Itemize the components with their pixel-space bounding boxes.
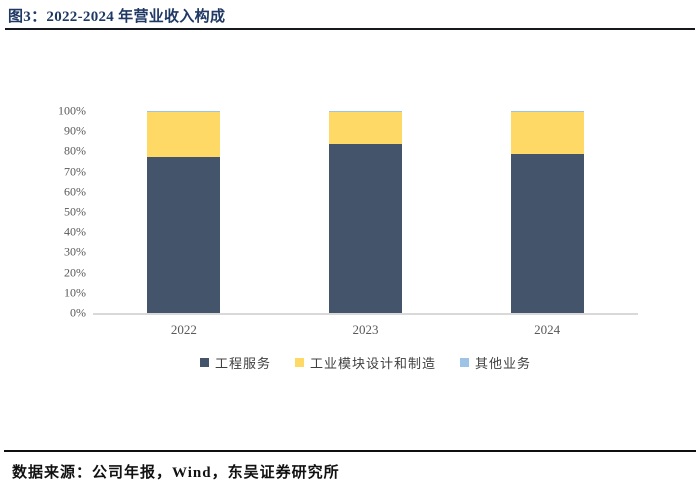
legend-swatch-icon [460, 358, 469, 367]
x-axis: 2022 2023 2024 [93, 315, 638, 338]
y-tick-label: 90% [64, 123, 86, 138]
legend-swatch-icon [294, 358, 304, 367]
y-tick-label: 50% [64, 204, 86, 219]
y-tick-label: 100% [58, 103, 86, 118]
legend-item: 其他业务 [460, 353, 531, 372]
y-axis: 100% 90% 80% 70% 60% 50% 40% 30% 20% 10% 0% [0, 104, 86, 320]
bar-slot-2024 [456, 111, 638, 313]
legend-label: 其他业务 [475, 356, 532, 371]
bar-slot-2023 [275, 111, 457, 313]
data-source-text: 数据来源：公司年报，Wind，东吴证券研究所 [12, 465, 340, 481]
legend-label: 工程服务 [214, 356, 271, 371]
bar-segment [329, 143, 402, 313]
bar-slot-2022 [93, 111, 275, 313]
x-tick-label: 2022 [170, 322, 197, 337]
title-underline-rule [5, 28, 695, 30]
bar-segment [510, 154, 584, 313]
y-tick-label: 60% [64, 184, 86, 199]
bar-segment [510, 111, 584, 155]
bar-segment [147, 111, 221, 113]
bar-stack-2024 [510, 111, 584, 313]
x-tick-label: 2023 [352, 322, 379, 337]
legend-item: 工程服务 [199, 353, 271, 372]
x-tick-label: 2024 [534, 322, 561, 337]
y-tick-label: 30% [64, 244, 86, 259]
legend-swatch-icon [199, 358, 209, 367]
y-tick-label: 70% [64, 164, 86, 179]
y-tick-label: 10% [64, 285, 86, 300]
bar-segment [147, 112, 221, 158]
legend-label: 工业模块设计和制造 [309, 356, 436, 371]
bar-segment [147, 157, 221, 313]
figure-title: 图3：2022-2024 年营业收入构成 [8, 9, 226, 25]
bar-segment [510, 111, 584, 112]
chart-legend: 工程服务 工业模块设计和制造 其他业务 [93, 353, 638, 372]
stacked-bar-chart: 100% 90% 80% 70% 60% 50% 40% 30% 20% 10% 0% 2022 20… [0, 95, 700, 385]
bar-stack-2022 [147, 111, 221, 313]
y-tick-label: 80% [64, 143, 86, 158]
y-tick-label: 20% [64, 265, 86, 280]
legend-item: 工业模块设计和制造 [294, 353, 436, 372]
bar-segment [329, 111, 402, 112]
bar-stack-2023 [329, 111, 402, 313]
y-tick-label: 40% [64, 224, 86, 239]
y-tick-label: 0% [70, 305, 86, 320]
plot-area [93, 111, 638, 315]
footer-rule [4, 450, 696, 452]
bar-segment [329, 111, 402, 144]
